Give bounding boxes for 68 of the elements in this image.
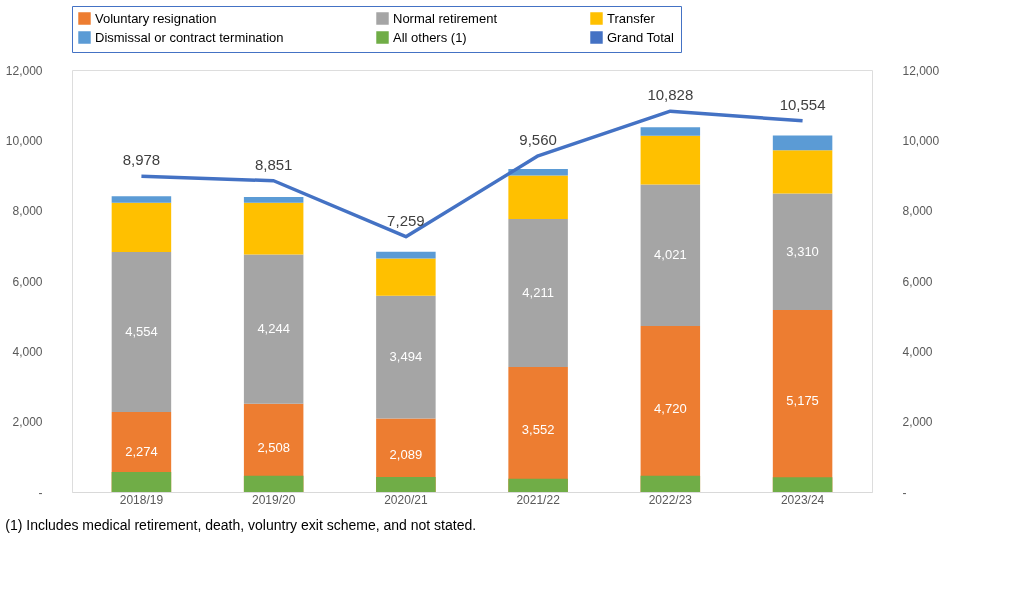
y2-tick-label: 6,000 <box>902 274 933 289</box>
bar <box>243 202 304 255</box>
bar <box>111 196 172 203</box>
data-label: 10,554 <box>779 95 826 113</box>
bar <box>111 202 172 252</box>
bar <box>508 478 568 492</box>
y2-tick-label: 2,000 <box>902 415 933 430</box>
x-tick-label: 2020/21 <box>384 492 428 507</box>
bar <box>772 150 833 194</box>
bar <box>640 475 701 492</box>
data-label: 7,259 <box>387 211 425 229</box>
x-tick-label: 2022/23 <box>648 492 693 507</box>
legend-label: Normal retirement <box>393 10 498 26</box>
legend-label: Grand Total <box>607 29 675 45</box>
y2-tick-label: - <box>902 485 907 500</box>
y-tick-label: 10,000 <box>5 133 43 148</box>
text: (1) Includes medical retirement, death, voluntry exit scheme, and not stated. <box>5 517 477 533</box>
data-label: 4,211 <box>522 285 554 301</box>
data-label: 2,274 <box>125 444 158 460</box>
x-tick-label: 2018/19 <box>119 492 164 507</box>
y-tick-label: 8,000 <box>12 204 43 219</box>
bar <box>640 184 701 327</box>
x-tick-label: 2019/20 <box>251 492 296 507</box>
bar <box>376 258 436 296</box>
data-label: 8,851 <box>254 155 293 173</box>
y-tick-label: 12,000 <box>5 63 43 78</box>
bar <box>243 475 304 492</box>
x-tick-label: 2023/24 <box>780 492 825 507</box>
data-label: 3,552 <box>521 421 555 437</box>
legend-label: Transfer <box>607 10 656 26</box>
bar <box>772 135 833 151</box>
data-label: 4,021 <box>654 247 687 263</box>
data-label: 3,494 <box>389 349 423 365</box>
bar <box>376 476 436 492</box>
bar <box>772 193 833 311</box>
bar <box>772 477 833 492</box>
legend-label: Dismissal or contract termination <box>95 29 284 45</box>
bar <box>111 471 172 492</box>
data-label: 2,089 <box>389 447 423 463</box>
data-label: 10,828 <box>647 86 694 104</box>
bar <box>640 135 701 185</box>
y2-tick-label: 10,000 <box>902 133 940 148</box>
y2-tick-label: 12,000 <box>902 63 940 78</box>
bar <box>243 254 304 404</box>
bar <box>111 251 172 413</box>
bar <box>640 127 701 136</box>
bar <box>376 295 436 419</box>
data-label: 9,560 <box>519 130 557 148</box>
y2-tick-label: 4,000 <box>902 344 933 359</box>
y-tick-label: 4,000 <box>12 344 43 359</box>
data-label: 4,720 <box>654 401 687 417</box>
x-tick-label: 2021/22 <box>516 492 561 507</box>
y2-tick-label: 8,000 <box>902 204 933 219</box>
bar <box>376 251 436 259</box>
legend-label: All others (1) <box>393 29 467 45</box>
data-label: 2,508 <box>257 439 290 455</box>
data-label: 8,978 <box>122 151 161 169</box>
data-label: 4,244 <box>257 321 290 337</box>
bar <box>508 175 568 219</box>
bar <box>243 196 304 203</box>
y-tick-label: 2,000 <box>12 415 43 430</box>
legend-label: Voluntary resignation <box>95 10 217 26</box>
y-tick-label: 6,000 <box>12 274 43 289</box>
data-label: 5,175 <box>786 393 819 409</box>
data-label: 3,310 <box>786 243 819 259</box>
bar <box>508 219 568 368</box>
y-tick-label: - <box>38 485 43 500</box>
data-label: 4,554 <box>125 323 158 339</box>
